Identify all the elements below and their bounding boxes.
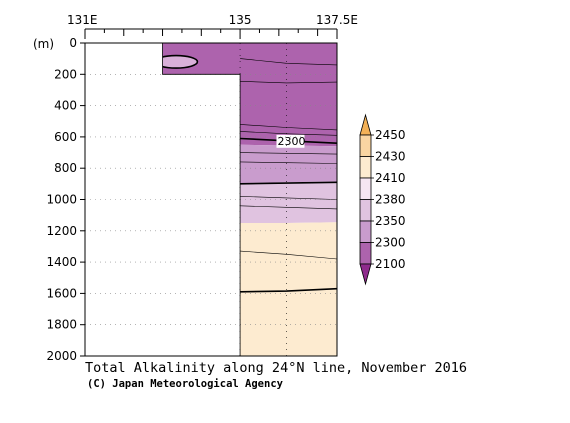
contour-label: 2300 — [277, 135, 305, 148]
y-tick-label: 0 — [69, 36, 77, 50]
y-tick-label: 1200 — [46, 224, 77, 238]
land-mask — [85, 43, 241, 356]
colorbar: 2450 2430 2410 2380 2350 2300 2100 — [359, 113, 406, 286]
colorbar-label: 2350 — [375, 214, 406, 228]
colorbar-segment-3 — [359, 177, 372, 200]
contour-line-1 — [240, 81, 338, 84]
y-tick-label: 1600 — [46, 286, 77, 300]
contour-label-bg — [276, 134, 305, 148]
x-tick-label: 137.5E — [316, 13, 358, 27]
y-axis-label: (m) — [33, 37, 54, 51]
y-tick-label: 1400 — [46, 255, 77, 269]
y-tick-label: 400 — [54, 99, 77, 113]
colorbar-segment-2 — [359, 156, 372, 179]
colorbar-label: 2410 — [375, 171, 406, 185]
contour-line-10 — [240, 250, 338, 260]
colorbar-label: 2450 — [375, 128, 406, 142]
y-tick-label: 600 — [54, 130, 77, 144]
colorbar-label: 2430 — [375, 150, 406, 164]
contour-line-7 — [240, 181, 338, 185]
colorbar-label: 2100 — [375, 257, 406, 271]
y-tick-label: 1000 — [46, 193, 77, 207]
contour-line-11 — [240, 287, 338, 293]
colorbar-label: 2300 — [375, 236, 406, 250]
contour-line-0 — [240, 58, 338, 66]
contour-line-8 — [240, 196, 338, 200]
land-edge — [162, 43, 241, 356]
colorbar-label: 2380 — [375, 193, 406, 207]
x-tick-label: 135 — [229, 13, 252, 27]
colorbar-segment-4 — [359, 199, 372, 222]
credit-text: (C) Japan Meteorological Agency — [87, 378, 284, 390]
x-tick-label: 131E — [67, 13, 98, 27]
y-tick-label: 800 — [54, 161, 77, 175]
contour-line-6 — [240, 161, 338, 164]
colorbar-segment-5 — [359, 220, 372, 243]
y-tick-label: 200 — [54, 67, 77, 81]
y-tick-label: 1800 — [46, 318, 77, 332]
colorbar-segment-6 — [359, 242, 372, 265]
colorbar-top-arrow — [359, 113, 372, 136]
axes: 131E 135 137.5E 0 200 400 600 800 1000 1200 1400 16… — [46, 13, 358, 363]
plot-area: 2300 — [85, 43, 338, 356]
colorbar-segment-1 — [359, 134, 372, 157]
colorbar-bottom-arrow — [359, 263, 372, 286]
y-tick-label: 2000 — [46, 349, 77, 363]
contour-line-9 — [240, 205, 338, 210]
contour-line-5 — [240, 152, 338, 155]
chart-title: Total Alkalinity along 24°N line, Novemb… — [85, 360, 467, 376]
